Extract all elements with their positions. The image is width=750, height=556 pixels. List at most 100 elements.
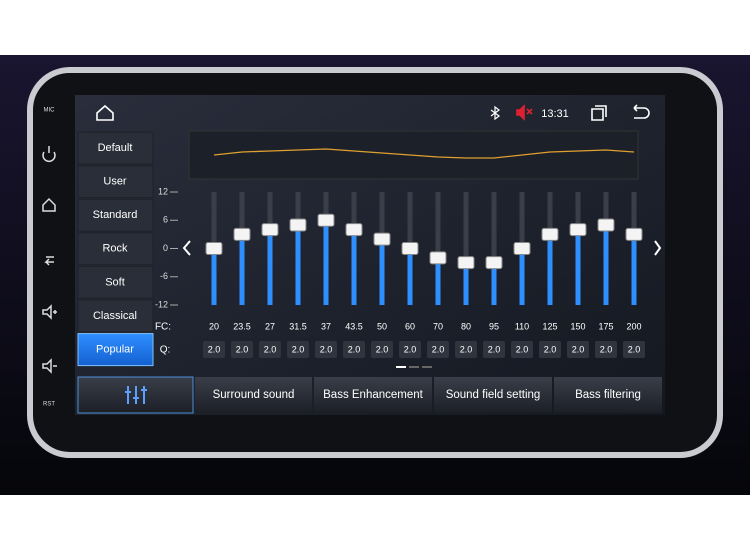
- page-dot: [396, 366, 406, 368]
- slider-knob[interactable]: [625, 227, 643, 241]
- q-box[interactable]: [567, 341, 589, 358]
- preset-label: Popular: [96, 344, 134, 356]
- back-icon[interactable]: [633, 104, 650, 119]
- prev-arrow[interactable]: [182, 240, 191, 256]
- band-frequency: 80: [461, 321, 471, 331]
- slider-knob[interactable]: [513, 242, 531, 255]
- band-frequency: 200: [626, 321, 641, 331]
- q-value: 2.0: [376, 344, 389, 354]
- page-dot: [422, 366, 432, 368]
- slider-fill: [323, 220, 329, 305]
- slider-knob[interactable]: [597, 218, 615, 232]
- q-value: 2.0: [572, 344, 585, 354]
- volume-up-button[interactable]: [42, 304, 57, 320]
- q-box[interactable]: [427, 341, 449, 358]
- band-frequency: 125: [542, 321, 557, 331]
- q-box[interactable]: [371, 341, 393, 358]
- preset-button[interactable]: [77, 232, 154, 266]
- side-buttons: MIC RST: [42, 108, 57, 408]
- q-box[interactable]: [231, 341, 253, 358]
- q-value: 2.0: [208, 344, 221, 354]
- recent-apps-icon[interactable]: [591, 105, 607, 121]
- q-box[interactable]: [539, 341, 561, 358]
- tab-button[interactable]: [554, 377, 662, 413]
- q-box[interactable]: [399, 341, 421, 358]
- slider-knob[interactable]: [317, 213, 335, 227]
- band-frequency: 31.5: [289, 321, 307, 331]
- slider-knob[interactable]: [429, 251, 447, 265]
- q-value: 2.0: [404, 344, 417, 354]
- q-box[interactable]: [623, 341, 645, 358]
- q-box[interactable]: [595, 341, 617, 358]
- q-box[interactable]: [287, 341, 309, 358]
- preset-button[interactable]: [77, 198, 154, 232]
- slider-fill: [379, 239, 385, 305]
- page-dots: [396, 366, 432, 368]
- next-arrow[interactable]: [654, 240, 662, 256]
- slider-knob[interactable]: [345, 223, 363, 237]
- band-frequency: 95: [489, 321, 499, 331]
- home-icon[interactable]: [96, 104, 114, 121]
- slider-fill: [407, 248, 413, 305]
- slider-knob[interactable]: [569, 223, 587, 237]
- q-label: Q:: [160, 345, 171, 356]
- q-value: 2.0: [292, 344, 305, 354]
- slider-knob[interactable]: [261, 223, 279, 237]
- volume-down-button[interactable]: [42, 358, 57, 374]
- q-value: 2.0: [544, 344, 557, 354]
- q-value: 2.0: [488, 344, 501, 354]
- band-frequency: 50: [377, 321, 387, 331]
- preset-button[interactable]: [77, 265, 154, 299]
- q-box[interactable]: [259, 341, 281, 358]
- fc-label: FC:: [155, 322, 171, 333]
- slider-knob[interactable]: [373, 232, 391, 246]
- preset-label: Standard: [93, 209, 138, 221]
- slider-knob[interactable]: [541, 227, 559, 241]
- preset-button[interactable]: [77, 165, 154, 199]
- home-button[interactable]: [42, 197, 56, 212]
- slider-knob[interactable]: [401, 242, 419, 255]
- slider-fill: [239, 234, 245, 305]
- scale-label: -6: [160, 271, 168, 281]
- slider-track: [463, 192, 469, 305]
- band-frequency: 70: [433, 321, 443, 331]
- preset-button[interactable]: [77, 131, 154, 165]
- q-box[interactable]: [511, 341, 533, 358]
- preset-label: Default: [98, 142, 133, 154]
- q-box[interactable]: [203, 341, 225, 358]
- slider-knob[interactable]: [485, 256, 503, 270]
- mute-icon[interactable]: [516, 104, 533, 121]
- slider-fill: [211, 248, 217, 305]
- q-box[interactable]: [455, 341, 477, 358]
- tab-button[interactable]: [195, 377, 312, 413]
- slider-knob[interactable]: [289, 218, 307, 232]
- slider-fill: [547, 234, 553, 305]
- q-box[interactable]: [343, 341, 365, 358]
- preset-button[interactable]: [77, 299, 154, 333]
- preset-label: Classical: [93, 310, 137, 322]
- rst-label: RST: [43, 402, 55, 408]
- slider-knob[interactable]: [233, 227, 251, 241]
- q-box[interactable]: [483, 341, 505, 358]
- band-frequency: 20: [209, 321, 219, 331]
- band-frequency: 27: [265, 321, 275, 331]
- slider-fill: [575, 229, 581, 305]
- scale-label: 12: [158, 186, 168, 196]
- slider-fill: [351, 229, 357, 305]
- q-value: 2.0: [236, 344, 249, 354]
- preset-label: Rock: [102, 243, 128, 255]
- slider-fill: [631, 234, 637, 305]
- tab-button[interactable]: [314, 377, 432, 413]
- slider-knob[interactable]: [457, 256, 475, 270]
- preset-button[interactable]: [77, 333, 154, 367]
- slider-knob[interactable]: [205, 242, 223, 255]
- tab-button[interactable]: [434, 377, 552, 413]
- q-box[interactable]: [315, 341, 337, 358]
- q-value: 2.0: [320, 344, 333, 354]
- q-value: 2.0: [600, 344, 613, 354]
- power-button[interactable]: [42, 146, 56, 162]
- slider-fill: [519, 248, 525, 305]
- back-button[interactable]: [44, 256, 54, 266]
- band-frequency: 150: [570, 321, 585, 331]
